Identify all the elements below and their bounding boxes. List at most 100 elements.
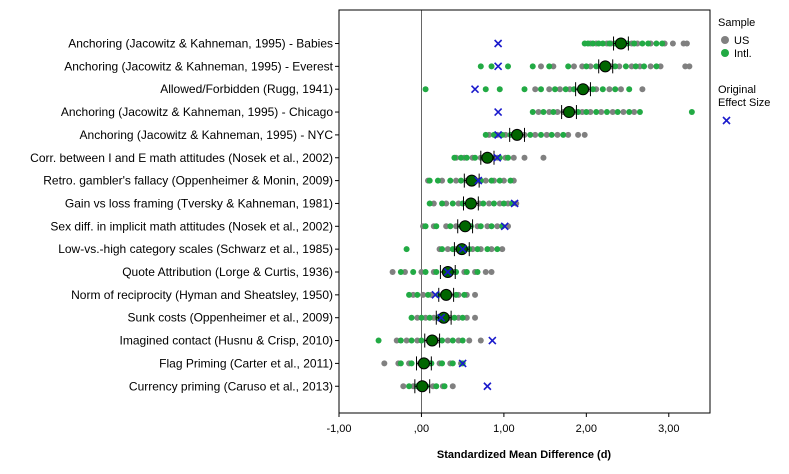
intl-sample-point	[439, 246, 446, 253]
us-sample-point	[546, 109, 553, 116]
effect-label: Quote Attribution (Lorge & Curtis, 1936)	[122, 265, 333, 279]
aggregate-effect-point	[511, 128, 524, 141]
us-sample-point	[420, 291, 427, 298]
intl-sample-point	[461, 291, 468, 298]
legend-us-label: US	[734, 35, 749, 47]
intl-sample-point	[425, 291, 432, 298]
intl-sample-point	[439, 200, 446, 207]
original-effect-marker	[488, 336, 497, 345]
intl-sample-point	[458, 177, 465, 184]
us-sample-point	[537, 63, 544, 70]
intl-sample-point	[599, 40, 606, 47]
us-sample-point	[617, 86, 624, 93]
us-sample-point	[484, 223, 491, 230]
intl-sample-point	[500, 200, 507, 207]
us-sample-point	[521, 154, 528, 161]
us-sample-point	[579, 63, 586, 70]
x-tick-label: ,00	[414, 423, 429, 435]
x-tick-label: 1,00	[493, 423, 514, 435]
us-sample-point	[686, 63, 693, 70]
us-sample-point	[587, 109, 594, 116]
us-sample-point	[554, 109, 561, 116]
us-sample-point	[556, 86, 563, 93]
us-sample-point	[410, 291, 417, 298]
us-sample-point	[486, 200, 493, 207]
intl-sample-point	[593, 109, 600, 116]
intl-sample-point	[449, 337, 456, 344]
aggregate-effect-point	[417, 357, 430, 370]
intl-sample-point	[612, 63, 619, 70]
us-sample-point	[477, 337, 484, 344]
effect-row	[422, 82, 646, 97]
us-sample-point	[453, 177, 460, 184]
us-sample-point	[403, 337, 410, 344]
original-effect-marker	[494, 107, 503, 117]
intl-sample-point	[688, 109, 695, 116]
intl-sample-point	[406, 383, 413, 390]
effect-label: Gain vs loss framing (Tversky & Kahneman…	[65, 196, 333, 210]
intl-sample-point	[529, 109, 536, 116]
aggregate-effect-point	[437, 311, 450, 324]
us-sample-point	[482, 177, 489, 184]
us-sample-point	[444, 246, 451, 253]
intl-sample-point	[540, 109, 547, 116]
effect-label: Sex diff. in implicit math attitudes (No…	[50, 219, 333, 233]
us-sample-point	[496, 200, 503, 207]
intl-sample-point	[626, 109, 633, 116]
us-sample-point	[472, 291, 479, 298]
intl-sample-point	[521, 86, 528, 93]
intl-sample-point	[375, 337, 382, 344]
effect-row	[406, 287, 479, 302]
intl-sample-point	[472, 154, 479, 161]
intl-sample-point	[439, 360, 446, 367]
original-effect-marker	[443, 267, 452, 277]
intl-sample-point	[406, 291, 413, 298]
intl-sample-point	[488, 177, 495, 184]
intl-sample-point	[434, 177, 441, 184]
intl-sample-point	[496, 177, 503, 184]
us-sample-point	[466, 337, 473, 344]
intl-sample-point	[595, 40, 602, 47]
intl-sample-point	[480, 200, 487, 207]
y-axis-labels: Anchoring (Jacowitz & Kahneman, 1995) - …	[30, 37, 339, 393]
us-sample-point	[455, 314, 462, 321]
legend-original-title-line1: Original	[718, 84, 756, 96]
intl-sample-point	[529, 63, 536, 70]
intl-sample-point	[565, 63, 572, 70]
x-tick-label: 3,00	[658, 423, 679, 435]
effect-label: Corr. between I and E math attitudes (No…	[30, 151, 333, 165]
effect-row	[451, 150, 547, 165]
us-sample-point	[575, 131, 582, 138]
effect-row	[400, 379, 492, 394]
effect-label: Norm of reciprocity (Hyman and Sheatsley…	[71, 288, 333, 302]
aggregate-effect-point	[563, 106, 576, 119]
effect-label: Imagined contact (Husnu & Crisp, 2010)	[120, 334, 333, 348]
us-sample-point	[482, 269, 489, 275]
original-effect-marker	[493, 153, 502, 162]
us-sample-point	[616, 63, 623, 70]
us-sample-point	[587, 63, 594, 70]
intl-sample-point	[451, 314, 458, 321]
us-sample-point	[510, 154, 517, 161]
intl-sample-point	[622, 63, 629, 70]
effect-row	[494, 36, 690, 51]
aggregate-effect-point	[599, 60, 612, 73]
us-sample-point	[540, 154, 547, 161]
intl-sample-point	[441, 383, 448, 390]
intl-sample-point	[426, 177, 433, 184]
intl-sample-point	[418, 314, 425, 321]
intl-sample-point	[414, 291, 421, 298]
intl-sample-point	[527, 131, 534, 138]
original-effect-marker	[437, 313, 446, 322]
original-effect-marker	[458, 245, 467, 254]
original-effect-marker	[494, 130, 503, 139]
effect-label: Low-vs.-high category scales (Schwarz et…	[58, 242, 333, 256]
legend-original-title-line2: Effect Size	[718, 97, 770, 109]
us-sample-point	[598, 109, 605, 116]
intl-sample-point	[583, 63, 590, 70]
us-sample-point	[647, 63, 654, 70]
effect-row	[389, 265, 495, 279]
intl-sample-point	[546, 63, 553, 70]
original-effect-marker	[470, 85, 480, 94]
intl-sample-point	[426, 200, 433, 207]
